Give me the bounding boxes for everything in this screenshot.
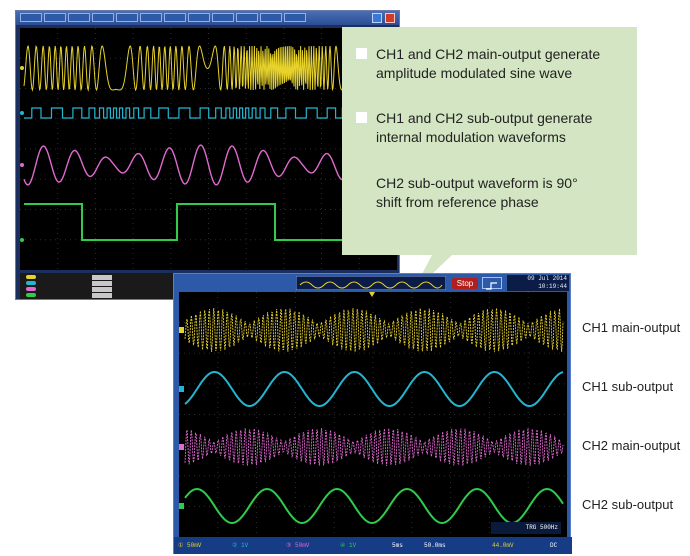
timebase-setting[interactable]: 5ms [392,542,403,549]
channel-marker-icon [20,238,24,242]
channel-3-scale[interactable]: ③ 50mV [286,537,309,554]
toolbar-button[interactable] [260,13,282,22]
channel-4-scale-value: 1V [349,542,357,549]
callout-text-line: CH1 and CH2 main-output generate [376,46,601,62]
close-icon[interactable] [385,13,395,23]
front-oscilloscope-display: Stop 09 Jul 2014 10:19:44 TRG 500Hz ① 50… [173,273,572,554]
callout-text-line: shift from reference phase [376,194,539,210]
channel-marker-icon [20,111,24,115]
toolbar-button[interactable] [236,13,258,22]
trigger-frequency-readout: TRG 500Hz [491,522,561,534]
toolbar-button[interactable] [92,13,114,22]
channel-3-indicator [26,287,112,292]
back-oscilloscope-window [15,10,400,300]
back-scope-waveforms [20,28,398,270]
trigger-edge-icon[interactable] [482,277,502,290]
ch3-trace [23,144,398,186]
info-callout: CH1 and CH2 main-output generate amplitu… [342,27,637,255]
front-scope-top-bar: Stop 09 Jul 2014 10:19:44 [174,274,572,292]
trace-label-ch2-main: CH2 main-output [582,438,681,453]
toolbar-button[interactable] [164,13,186,22]
scope-toolbar [16,11,399,25]
channel-marker-icon [20,66,24,70]
time-label: 10:19:44 [538,283,567,290]
date-time-display: 09 Jul 2014 10:19:44 [507,275,569,291]
sample-interval: 50.0ms [424,542,446,549]
front-scope-waveforms [179,292,567,537]
toolbar-button[interactable] [68,13,90,22]
callout-text-line: amplitude modulated sine wave [376,65,573,81]
trace-label-ch1-main: CH1 main-output [582,320,681,335]
trace-label-ch1-sub: CH1 sub-output [582,379,674,394]
channel-4-scale[interactable]: ④ 1V [340,537,356,554]
channel-2-indicator [26,281,112,286]
front-scope-screen [179,292,567,537]
callout-text-line: internal modulation waveforms [376,129,566,145]
channel-4-indicator [26,293,112,298]
channel-2-scale-value: 1V [241,542,249,549]
channel-marker-icon [179,503,184,509]
channel-1-scale-value: 50mV [187,542,202,549]
stop-run-button[interactable]: Stop [452,278,478,289]
ch3-marker-icon: ③ [286,542,292,549]
date-label: 09 Jul 2014 [527,275,567,282]
trace-label-ch2-sub: CH2 sub-output [582,497,674,512]
toolbar-button[interactable] [212,13,234,22]
memory-overview-bar [296,276,446,290]
front-scope-bottom-bar: ① 50mV ② 1V ③ 50mV ④ 1V 5ms 50.0ms 44.0m… [174,537,572,554]
ch1-trace [23,44,398,92]
toolbar-button[interactable] [140,13,162,22]
minimize-icon[interactable] [372,13,382,23]
callout-text-line: CH1 and CH2 sub-output generate [376,110,593,126]
ch1-sub-trace [184,371,564,407]
channel-3-scale-value: 50mV [295,542,310,549]
channel-1-scale[interactable]: ① 50mV [178,537,201,554]
toolbar-button[interactable] [188,13,210,22]
ch2-sub-trace [184,487,564,525]
channel-1-indicator [26,275,112,280]
ch4-marker-icon: ④ [340,542,346,549]
callout-text-line: CH2 sub-output waveform is 90° [376,175,578,191]
trigger-position-icon [369,292,375,297]
toolbar-button[interactable] [44,13,66,22]
back-scope-screen [20,28,398,270]
trigger-level: 44.0mV [492,542,514,549]
toolbar-button[interactable] [20,13,42,22]
toolbar-button[interactable] [284,13,306,22]
channel-marker-icon [179,444,184,450]
channel-marker-icon [179,386,184,392]
channel-marker-icon [20,163,24,167]
coupling-mode: DC [550,542,558,549]
ch2-marker-icon: ② [232,542,238,549]
ch2-main-trace [184,428,564,466]
bullet-marker-icon [356,112,367,123]
bullet-marker-icon [356,48,367,59]
channel-2-scale[interactable]: ② 1V [232,537,248,554]
ch1-marker-icon: ① [178,542,184,549]
ch1-main-trace [184,308,564,352]
toolbar-button[interactable] [116,13,138,22]
channel-marker-icon [179,327,184,333]
